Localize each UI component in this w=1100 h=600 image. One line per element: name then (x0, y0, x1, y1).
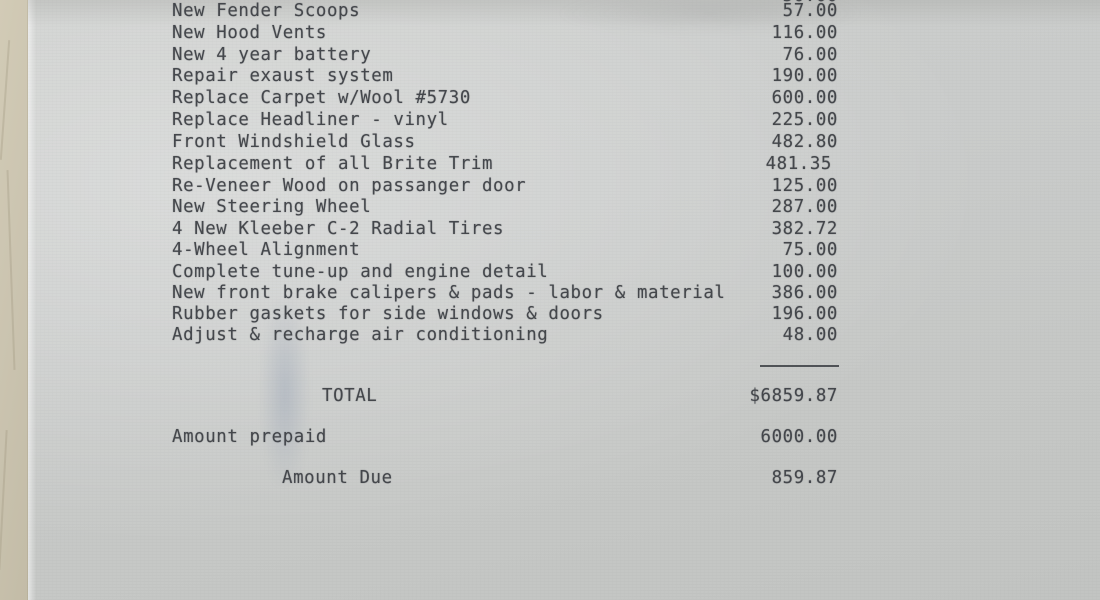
line-item-description: Re-Veneer Wood on passanger door (172, 176, 527, 196)
clipped-row-amount: 50.00 (678, 0, 838, 6)
prepaid-amount: 6000.00 (760, 427, 838, 447)
line-item-description: New 4 year battery (172, 45, 372, 65)
line-item-amount: 100.00 (771, 262, 838, 282)
line-item-description: Complete tune-up and engine detail (172, 262, 549, 282)
line-item-amount: 57.00 (782, 1, 838, 21)
line-item-description: Replacement of all Brite Trim (172, 154, 494, 174)
line-item-description: New front brake calipers & pads - labor … (172, 283, 726, 303)
line-item-amount: 600.00 (771, 88, 838, 108)
line-item-amount: 75.00 (782, 240, 838, 260)
line-item-amount: 382.72 (771, 219, 838, 239)
line-item-amount: 225.00 (771, 110, 838, 130)
line-item-description: 4-Wheel Alignment (172, 240, 361, 260)
line-item-amount: 125.00 (771, 176, 838, 196)
prepaid-label: Amount prepaid (172, 427, 327, 447)
total-rule-line (760, 365, 839, 367)
line-item-amount: 386.00 (771, 283, 838, 303)
line-item-description: Rubber gaskets for side windows & doors (172, 304, 604, 324)
line-item-description: Repair exaust system (172, 66, 394, 86)
line-item-amount: 196.00 (771, 304, 838, 324)
line-item-amount: 116.00 (771, 23, 838, 43)
sheet-edge-highlight (28, 0, 36, 600)
line-item-description: New Hood Vents (172, 23, 327, 43)
line-item-amount: 48.00 (782, 325, 838, 345)
line-item-description: 4 New Kleeber C-2 Radial Tires (172, 219, 505, 239)
line-item-amount: 76.00 (782, 45, 838, 65)
line-item-description: New Steering Wheel (172, 197, 372, 217)
line-item-description: Front Windshield Glass (172, 132, 416, 152)
line-item-description: Replace Headliner - vinyl (172, 110, 449, 130)
line-item-amount: 190.00 (771, 66, 838, 86)
total-label: TOTAL (322, 386, 378, 406)
total-amount: $6859.87 (749, 386, 838, 406)
amount-due-label: Amount Due (282, 468, 393, 488)
line-item-amount: 481.35 (765, 154, 832, 174)
line-item-description: Replace Carpet w/Wool #5730 (172, 88, 471, 108)
amount-due-amount: 859.87 (771, 468, 838, 488)
line-item-amount: 287.00 (771, 197, 838, 217)
line-item-amount: 482.80 (771, 132, 838, 152)
line-item-description: New Fender Scoops (172, 1, 361, 21)
line-item-description: Adjust & recharge air conditioning (172, 325, 549, 345)
